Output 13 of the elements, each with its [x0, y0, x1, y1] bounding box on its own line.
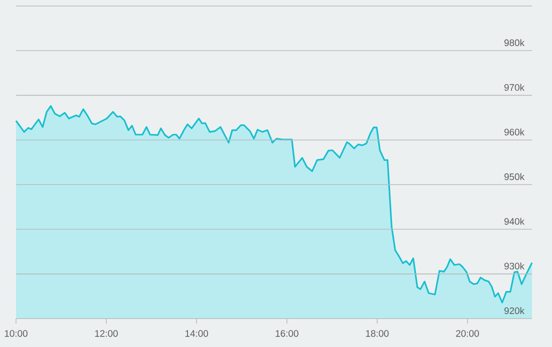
y-tick-label: 960k [504, 128, 525, 136]
x-tick-label: 14:00 [185, 330, 208, 337]
y-tick-label: 970k [504, 84, 525, 91]
x-tick-label: 18:00 [366, 330, 389, 337]
x-tick-label: 10:00 [4, 330, 28, 337]
y-tick-label: 920k [504, 307, 525, 314]
x-tick-label: 12:00 [95, 330, 118, 337]
x-tick-label: 20:00 [456, 330, 479, 337]
y-tick-label: 980k [504, 39, 525, 46]
y-tick-label: 940k [504, 218, 525, 225]
y-tick-label: 930k [504, 262, 525, 270]
y-tick-label: 950k [504, 173, 525, 180]
x-tick-label: 16:00 [276, 330, 298, 337]
